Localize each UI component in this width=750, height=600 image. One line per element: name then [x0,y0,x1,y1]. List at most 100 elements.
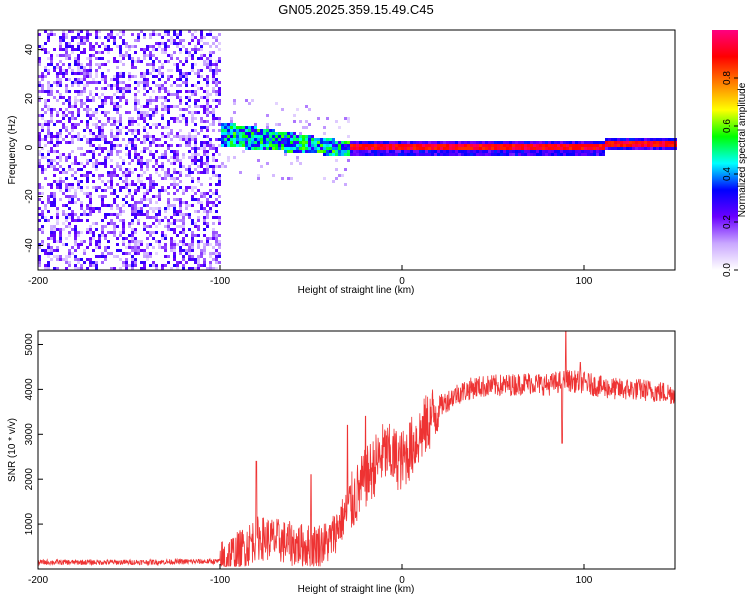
spectrogram-cell [191,237,194,240]
spectrogram-cell [149,183,152,186]
spectrogram-cell [419,153,422,156]
spectrogram-cell [365,144,368,147]
spectrogram-cell [143,114,146,117]
y-tick-label: 1000 [24,513,35,536]
spectrogram-cell [59,81,62,84]
spectrogram-cell [146,216,149,219]
spectrogram-cell [134,150,137,153]
spectrogram-cell [656,147,659,150]
spectrogram-cell [302,135,305,138]
spectrogram-cell [122,171,125,174]
spectrogram-cell [50,135,53,138]
spectrogram-cell [125,42,128,45]
spectrogram-cell [332,147,335,150]
spectrogram-cell [140,261,143,264]
spectrogram-cell [89,258,92,261]
spectrogram-cell [140,267,143,270]
spectrogram-cells [38,30,677,270]
spectrogram-cell [116,183,119,186]
spectrogram-cell [671,147,674,150]
spectrogram-cell [587,141,590,144]
spectrogram-cell [434,144,437,147]
spectrogram-cell [209,183,212,186]
spectrogram-cell [149,102,152,105]
spectrogram-cell [323,153,326,156]
spectrogram-cell [203,195,206,198]
spectrogram-cell [113,78,116,81]
spectrogram-cell [209,147,212,150]
spectrogram-cell [605,144,608,147]
spectrogram-cell [188,90,191,93]
spectrogram-cell [86,111,89,114]
spectrogram-cell [161,48,164,51]
spectrogram-cell [131,147,134,150]
spectrogram-cell [104,183,107,186]
spectrogram-cell [152,207,155,210]
spectrogram-cell [83,108,86,111]
spectrogram-cell [53,198,56,201]
spectrogram-cell [62,213,65,216]
spectrogram-cell [50,258,53,261]
spectrogram-cell [125,174,128,177]
spectrogram-cell [482,153,485,156]
spectrogram-cell [206,210,209,213]
spectrogram-cell [140,186,143,189]
spectrogram-cell [206,216,209,219]
spectrogram-cell [71,186,74,189]
spectrogram-cell [98,66,101,69]
spectrogram-cell [500,144,503,147]
spectrogram-cell [167,159,170,162]
spectrogram-cell [107,117,110,120]
x-tick-label: -200 [28,575,48,586]
spectrogram-cell [182,243,185,246]
spectrogram-cell [542,150,545,153]
spectrogram-cell [164,255,167,258]
spectrogram-cell [119,75,122,78]
spectrogram-cell [128,141,131,144]
spectrogram-cell [359,150,362,153]
spectrogram-cell [197,69,200,72]
spectrogram-cell [329,153,332,156]
spectrogram-cell [161,231,164,234]
spectrogram-cell [359,147,362,150]
spectrogram-cell [41,240,44,243]
spectrogram-cell [188,246,191,249]
spectrogram-cell [215,78,218,81]
spectrogram-cell [209,30,212,33]
spectrogram-cell [68,156,71,159]
spectrogram-cell [92,231,95,234]
spectrogram-cell [173,33,176,36]
spectrogram-cell [128,264,131,267]
spectrogram-cell [401,150,404,153]
spectrogram-cell [287,132,290,135]
spectrogram-cell [164,126,167,129]
spectrogram-cell [125,180,128,183]
spectrogram-cell [305,144,308,147]
spectrogram-cell [632,147,635,150]
spectrogram-cell [590,144,593,147]
spectrogram-cell [194,153,197,156]
spectrogram-cell [449,153,452,156]
spectrogram-cell [143,84,146,87]
spectrogram-cell [194,186,197,189]
spectrogram-cell [575,150,578,153]
spectrogram-cell [236,126,239,129]
spectrogram-cell [197,171,200,174]
spectrogram-cell [158,243,161,246]
spectrogram-cell [284,147,287,150]
spectrogram-cell [50,117,53,120]
spectrogram-cell [185,48,188,51]
spectrogram-cell [167,255,170,258]
spectrogram-cell [203,54,206,57]
spectrogram-cell [155,264,158,267]
spectrogram-cell [644,138,647,141]
spectrogram-cell [185,249,188,252]
spectrogram-cell [110,87,113,90]
spectrogram-cell [71,114,74,117]
spectrogram-cell [104,141,107,144]
spectrogram-cell [113,201,116,204]
spectrogram-cell [122,30,125,33]
spectrogram-cell [143,195,146,198]
spectrogram-cell [44,219,47,222]
spectrogram-cell [41,213,44,216]
